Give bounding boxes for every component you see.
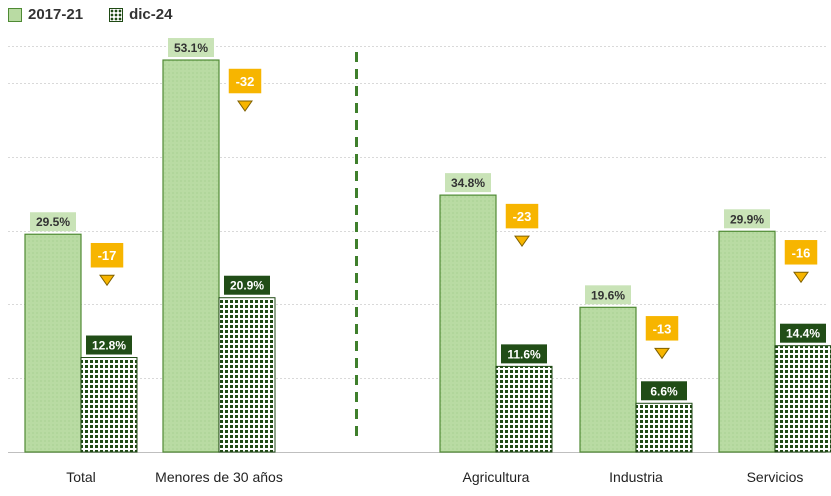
difference-down-arrow-4	[793, 271, 809, 284]
value-label-bg-series2-3	[641, 381, 687, 401]
difference-badge-3: -13	[653, 321, 672, 336]
bar-series2-0	[80, 357, 138, 453]
legend-item-series-2: dic-24	[109, 6, 172, 23]
difference-badge-4: -16	[792, 245, 811, 260]
bar-series2-2	[495, 365, 553, 453]
value-label-bg-series1-4	[724, 209, 770, 229]
value-label-bg-series1-3	[585, 285, 631, 305]
legend-swatch-series-1	[8, 7, 22, 22]
category-label-4: Servicios	[747, 469, 804, 485]
category-label-0: Total	[66, 469, 96, 485]
value-label-bg-series1-2	[445, 173, 491, 193]
value-label-bg-series2-0	[86, 335, 132, 355]
difference-badge-bg-2	[504, 202, 540, 230]
bar-series1-0	[24, 233, 82, 453]
difference-badge-bg-3	[644, 314, 680, 343]
difference-badge-1: -32	[236, 74, 255, 89]
difference-badge-2: -23	[513, 209, 532, 224]
category-label-1: Menores de 30 años	[155, 469, 283, 485]
difference-down-arrow-2	[514, 235, 530, 247]
difference-badge-bg-1	[227, 67, 263, 95]
value-label-bg-series2-2	[501, 344, 547, 364]
difference-badge-bg-0	[89, 241, 125, 269]
value-label-series2-2: 11.6%	[507, 347, 541, 361]
value-label-series1-4: 29.9%	[730, 212, 764, 226]
difference-down-arrow-0	[99, 274, 115, 287]
value-label-series1-1: 53.1%	[174, 41, 208, 55]
category-label-2: Agricultura	[463, 469, 530, 485]
value-label-series1-2: 34.8%	[451, 176, 485, 190]
value-label-series2-1: 20.9%	[230, 279, 264, 293]
bar-series1-3	[579, 306, 637, 453]
bar-series1-4	[718, 230, 776, 453]
value-label-series2-0: 12.8%	[92, 339, 126, 353]
legend-label-series-1: 2017-21	[28, 6, 84, 23]
bar-series2-4	[774, 345, 831, 453]
legend-swatch-series-2	[109, 7, 124, 22]
bar-series2-1	[218, 297, 276, 453]
value-label-bg-series2-4	[780, 323, 826, 343]
bar-series1-1	[162, 59, 220, 453]
difference-badge-0: -17	[98, 248, 117, 263]
bar-series2-3	[635, 402, 693, 453]
value-label-series1-0: 29.5%	[36, 215, 70, 229]
chart-legend: 2017-21 dic-24	[8, 6, 172, 23]
legend-label-series-2: dic-24	[129, 6, 173, 23]
legend-item-series-1: 2017-21	[8, 6, 83, 23]
value-label-bg-series2-1	[224, 275, 270, 295]
value-label-series2-3: 6.6%	[650, 384, 678, 398]
category-label-3: Industria	[609, 469, 663, 485]
value-label-bg-series1-0	[30, 212, 76, 232]
difference-down-arrow-1	[237, 100, 253, 112]
difference-badge-bg-4	[783, 238, 819, 267]
bar-series1-2	[439, 194, 497, 453]
value-label-bg-series1-1	[168, 38, 214, 58]
value-label-series2-4: 14.4%	[786, 327, 820, 341]
difference-down-arrow-3	[654, 347, 670, 360]
value-label-series1-3: 19.6%	[591, 288, 625, 302]
